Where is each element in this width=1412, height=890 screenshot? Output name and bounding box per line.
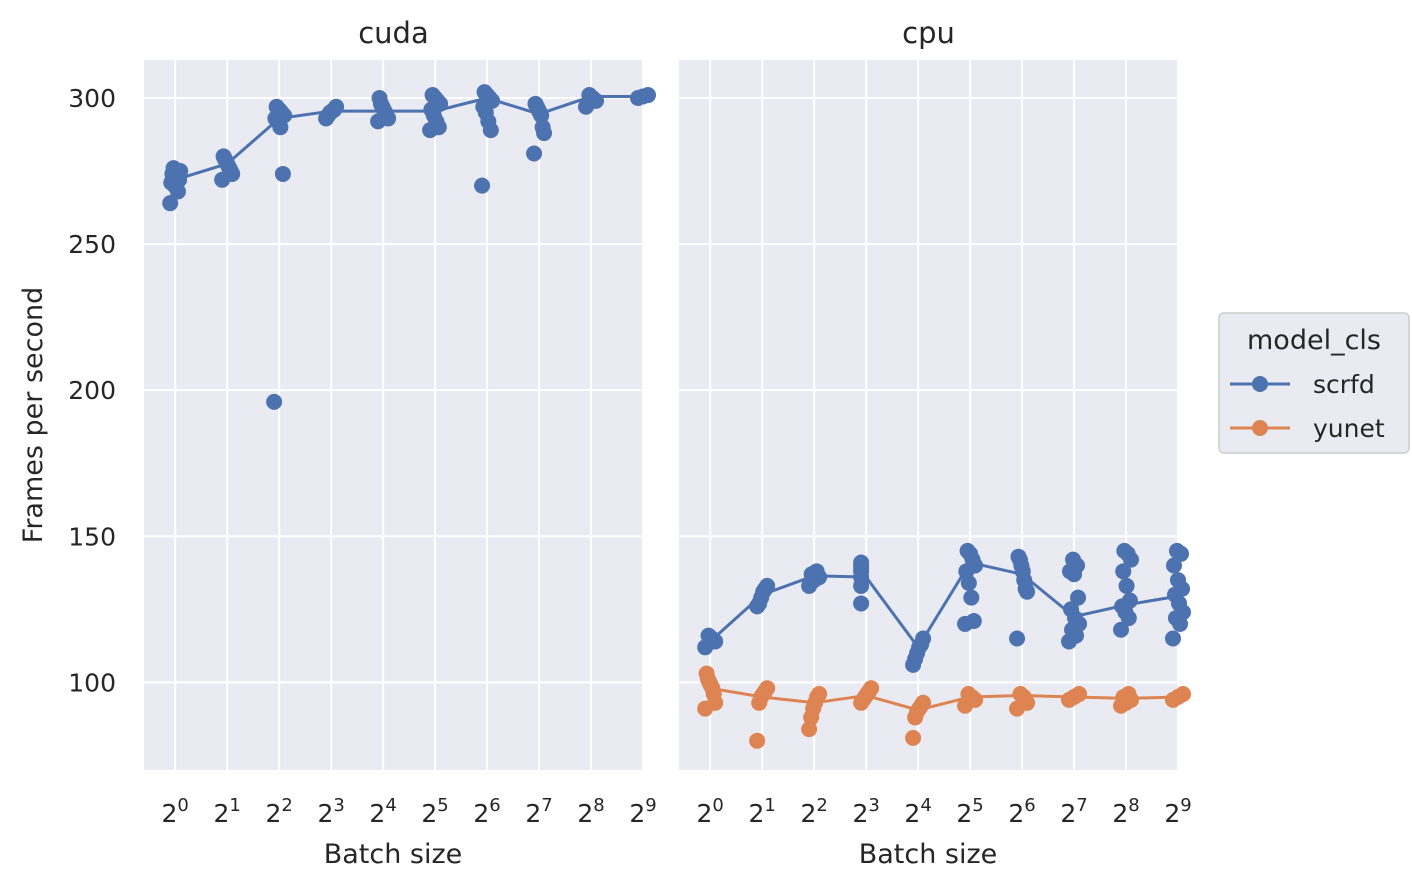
data-point-scrfd [474, 177, 491, 194]
data-point-scrfd [371, 89, 388, 106]
x-tick-label: 26 [473, 795, 500, 828]
x-tick-label: 24 [369, 795, 396, 828]
data-point-scrfd [162, 195, 179, 212]
x-tick-label: 26 [1008, 795, 1035, 828]
data-point-scrfd [1115, 563, 1132, 580]
legend-box [1218, 312, 1410, 454]
legend-marker-scrfd [1252, 376, 1268, 392]
x-tick-label: 21 [748, 795, 775, 828]
x-tick-label: 25 [421, 795, 448, 828]
data-point-yunet [759, 680, 776, 697]
data-point-scrfd [1170, 572, 1186, 589]
x-tick-label: 27 [1060, 795, 1087, 828]
data-point-scrfd [1166, 557, 1182, 574]
y-tick-label: 300 [68, 84, 116, 113]
y-tick-label: 150 [68, 522, 116, 551]
legend-label-yunet: yunet [1313, 414, 1385, 443]
facet-cuda: cuda 100 150 200 250 300 20 21 22 23 24 25 26 27 28 29 [68, 16, 656, 828]
data-point-scrfd [268, 98, 285, 115]
data-point-scrfd [1063, 601, 1080, 618]
series-cuda-scrfd [162, 84, 656, 410]
data-point-scrfd [165, 160, 182, 177]
data-point-yunet [811, 686, 828, 703]
data-point-scrfd [527, 95, 544, 112]
data-point-scrfd [963, 589, 980, 606]
data-point-scrfd [534, 119, 551, 136]
x-tick-label: 28 [577, 795, 604, 828]
data-point-scrfd [476, 84, 493, 101]
y-axis-label: Frames per second [18, 287, 49, 544]
data-point-scrfd [1065, 551, 1082, 568]
data-point-scrfd [1165, 630, 1181, 647]
data-point-yunet [863, 680, 880, 697]
facet-title-cuda: cuda [358, 16, 429, 50]
data-point-scrfd [1070, 589, 1087, 606]
data-point-scrfd [328, 98, 345, 115]
data-point-yunet [1175, 686, 1191, 703]
data-point-scrfd [526, 145, 543, 162]
data-point-scrfd [853, 595, 870, 612]
x-tick-label: 29 [629, 795, 656, 828]
x-axis-label-cuda: Batch size [324, 839, 463, 870]
data-point-scrfd [581, 87, 598, 104]
data-point-scrfd [853, 554, 870, 571]
x-tick-label: 23 [317, 795, 344, 828]
data-point-scrfd [1118, 577, 1135, 594]
x-tick-label: 21 [213, 795, 240, 828]
legend: model_cls scrfd yunet [1218, 312, 1410, 454]
facet-title-cpu: cpu [902, 16, 955, 50]
x-tick-label: 22 [800, 795, 827, 828]
data-point-yunet [960, 686, 977, 703]
x-tick-label: 28 [1112, 795, 1139, 828]
data-point-scrfd [1169, 542, 1185, 559]
data-point-yunet [1012, 686, 1029, 703]
x-tick-label: 24 [904, 795, 931, 828]
data-point-scrfd [1010, 548, 1027, 565]
data-point-scrfd [1009, 630, 1026, 647]
data-point-scrfd [215, 148, 232, 165]
data-point-yunet [1120, 686, 1137, 703]
facet-cpu: cpu 20 21 22 23 24 25 26 27 28 29 [679, 16, 1192, 828]
data-point-scrfd [959, 542, 976, 559]
data-point-yunet [749, 732, 766, 749]
plot-area-cpu [679, 60, 1178, 770]
data-point-scrfd [1116, 542, 1133, 559]
x-tick-label: 20 [697, 795, 724, 828]
x-tick-label: 20 [162, 795, 189, 828]
x-axis-label-cpu: Batch size [859, 839, 998, 870]
mean-line-scrfd [709, 560, 1179, 650]
data-point-scrfd [808, 563, 825, 580]
x-tick-label: 23 [852, 795, 879, 828]
data-point-yunet [915, 694, 932, 711]
y-tick-label: 250 [68, 230, 116, 259]
data-point-scrfd [266, 393, 283, 410]
x-tick-label: 25 [956, 795, 983, 828]
series-cpu-scrfd [697, 542, 1191, 673]
y-tick-label: 200 [68, 376, 116, 405]
data-point-yunet [698, 665, 715, 682]
data-point-scrfd [640, 87, 656, 104]
data-point-scrfd [424, 87, 441, 104]
x-tick-label: 22 [265, 795, 292, 828]
x-tick-label: 29 [1164, 795, 1191, 828]
series-cpu-yunet [697, 665, 1191, 749]
data-point-scrfd [759, 577, 776, 594]
data-point-scrfd [274, 165, 291, 182]
data-point-scrfd [965, 612, 982, 629]
data-point-scrfd [1113, 621, 1130, 638]
y-tick-label: 100 [68, 668, 116, 697]
data-point-scrfd [1121, 592, 1138, 609]
data-point-scrfd [700, 627, 717, 644]
legend-title: model_cls [1247, 325, 1381, 356]
legend-marker-yunet [1252, 420, 1268, 436]
data-point-yunet [905, 729, 922, 746]
mean-line-yunet [709, 686, 1179, 712]
legend-label-scrfd: scrfd [1313, 370, 1375, 399]
data-point-scrfd [915, 630, 932, 647]
mean-line-scrfd [174, 95, 643, 182]
data-point-yunet [1071, 686, 1088, 703]
x-tick-label: 27 [525, 795, 552, 828]
